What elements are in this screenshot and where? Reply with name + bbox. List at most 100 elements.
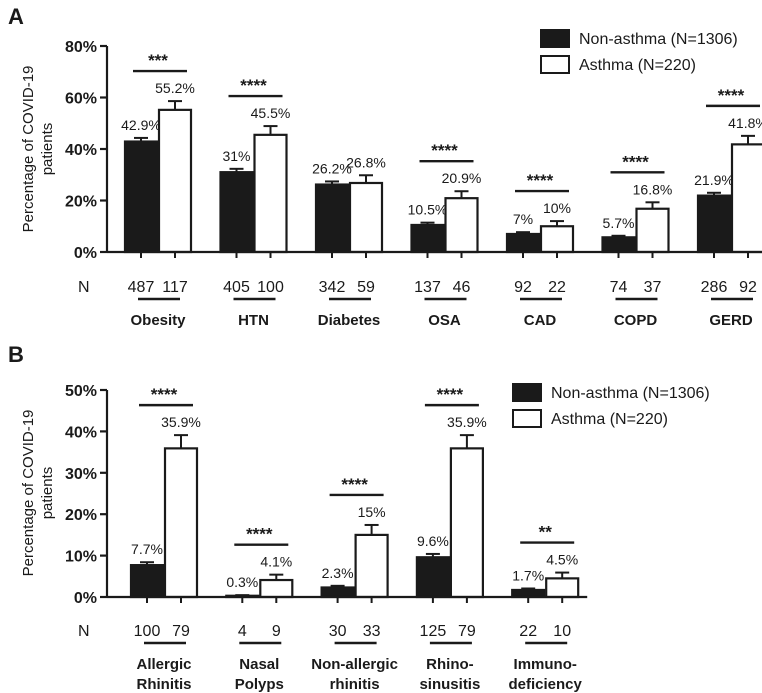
bar-non-asthma <box>129 564 165 599</box>
category-label: CAD <box>524 312 557 329</box>
bar-asthma <box>157 108 193 254</box>
data-label: 31% <box>222 148 250 164</box>
bar-non-asthma <box>415 556 450 599</box>
legend-swatch-asthma <box>540 55 570 74</box>
bar-non-asthma <box>696 194 732 254</box>
n-label: N <box>78 279 90 296</box>
legend-swatch-non-asthma <box>540 29 570 48</box>
category-label: Immuno- <box>514 656 577 673</box>
legend-swatch-non-asthma <box>512 383 542 402</box>
chart-panel-a: A Percentage of COVID-19 patients 0% 20% 40% 6… <box>8 4 762 329</box>
n-value: 92 <box>514 279 532 296</box>
legend-label: Non-asthma (N=1306) <box>551 385 710 402</box>
significance-stars: **** <box>437 385 464 404</box>
n-value: 37 <box>644 279 662 296</box>
data-label: 55.2% <box>155 80 195 96</box>
category-label: Allergic <box>136 656 191 673</box>
bar-asthma <box>163 447 199 599</box>
significance-stars: **** <box>240 76 267 95</box>
panel-label: B <box>8 342 24 367</box>
y-tick-label: 10% <box>65 549 97 566</box>
significance-stars: ** <box>539 523 553 542</box>
n-value: 46 <box>453 279 471 296</box>
significance-stars: **** <box>246 525 273 544</box>
n-value: 100 <box>257 279 284 296</box>
n-value: 137 <box>414 279 441 296</box>
n-value: 10 <box>553 623 571 640</box>
n-value: 92 <box>739 279 757 296</box>
y-tick-label: 60% <box>65 91 97 108</box>
category-label: GERD <box>709 312 753 329</box>
significance-stars: **** <box>527 171 554 190</box>
n-value: 487 <box>128 279 155 296</box>
significance-stars: **** <box>622 152 649 171</box>
y-tick-label: 0% <box>74 590 97 607</box>
bar-asthma <box>545 577 580 599</box>
data-label: 10.5% <box>408 202 448 218</box>
category-label: rhinitis <box>330 676 380 693</box>
n-value: 405 <box>223 279 250 296</box>
data-label: 9.6% <box>417 533 449 549</box>
legend-label: Asthma (N=220) <box>579 57 696 74</box>
n-value: 286 <box>701 279 728 296</box>
y-tick-label: 80% <box>65 39 97 56</box>
category-label: Nasal <box>239 656 279 673</box>
y-tick-label: 20% <box>65 507 97 524</box>
data-label: 0.3% <box>226 574 258 590</box>
n-label: N <box>78 623 90 640</box>
data-label: 45.5% <box>251 105 291 121</box>
bar-asthma <box>539 225 575 254</box>
data-label: 21.9% <box>694 172 734 188</box>
bar-asthma <box>253 133 288 254</box>
data-label: 42.9% <box>121 117 161 133</box>
category-label: Rhino- <box>426 656 473 673</box>
significance-stars: **** <box>341 475 368 494</box>
y-tick-label: 20% <box>65 194 97 211</box>
data-label: 2.3% <box>322 565 354 581</box>
category-label: Polyps <box>235 676 284 693</box>
bar-asthma <box>354 533 389 599</box>
data-label: 41.8% <box>728 115 762 131</box>
y-axis-title-line2: patients <box>39 123 56 176</box>
data-label: 26.8% <box>346 154 386 170</box>
data-label: 7.7% <box>131 541 163 557</box>
n-value: 125 <box>420 623 447 640</box>
y-tick-label: 50% <box>65 383 97 400</box>
data-label: 15% <box>358 504 386 520</box>
category-label: OSA <box>428 312 461 329</box>
data-label: 4.1% <box>260 554 292 570</box>
data-label: 16.8% <box>633 181 673 197</box>
category-label: HTN <box>238 312 269 329</box>
n-value: 79 <box>172 623 190 640</box>
legend-label: Non-asthma (N=1306) <box>579 31 738 48</box>
n-value: 30 <box>329 623 347 640</box>
n-value: 74 <box>610 279 628 296</box>
data-label: 35.9% <box>447 414 487 430</box>
bar-non-asthma <box>314 183 350 254</box>
data-label: 10% <box>543 200 571 216</box>
bar-asthma <box>635 207 670 254</box>
n-value: 117 <box>162 279 188 296</box>
data-label: 5.7% <box>603 215 635 231</box>
significance-stars: *** <box>148 51 168 70</box>
y-tick-label: 30% <box>65 466 97 483</box>
y-axis-title-line2: patients <box>39 467 56 520</box>
data-label: 26.2% <box>312 160 352 176</box>
data-label: 20.9% <box>442 170 482 186</box>
n-value: 59 <box>357 279 375 296</box>
bar-non-asthma <box>219 171 254 254</box>
significance-stars: **** <box>431 141 458 160</box>
y-axis-title: Percentage of COVID-19 <box>20 66 37 233</box>
n-value: 22 <box>548 279 566 296</box>
category-label: COPD <box>614 312 658 329</box>
legend-label: Asthma (N=220) <box>551 411 668 428</box>
n-value: 9 <box>272 623 281 640</box>
category-label: Diabetes <box>318 312 381 329</box>
y-tick-label: 40% <box>65 142 97 159</box>
data-label: 1.7% <box>512 568 544 584</box>
category-label: Non-allergic <box>311 656 398 673</box>
y-tick-label: 0% <box>74 245 97 262</box>
significance-stars: **** <box>718 86 745 105</box>
bar-non-asthma <box>505 232 541 254</box>
n-value: 342 <box>319 279 346 296</box>
